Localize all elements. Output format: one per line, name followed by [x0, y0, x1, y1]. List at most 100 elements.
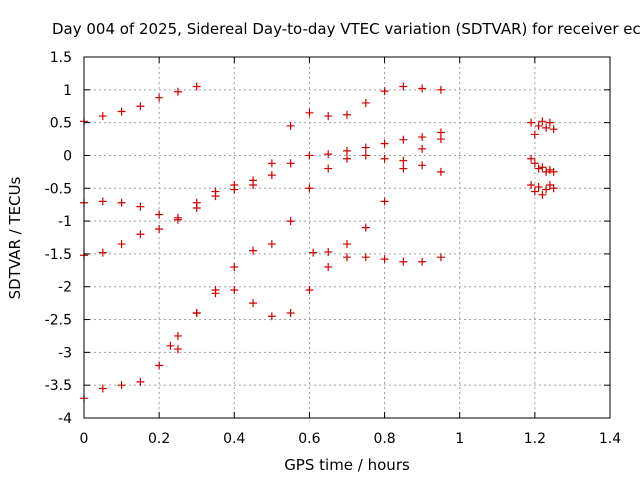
data-point-track-d — [380, 154, 389, 163]
data-point-track-d — [173, 331, 182, 340]
y-tick-label: 0.5 — [50, 116, 72, 132]
data-point-track-g — [538, 117, 547, 126]
y-tick-label: 0 — [63, 148, 72, 164]
data-point-track-e — [361, 253, 370, 262]
data-point-track-h — [545, 165, 554, 174]
data-point-track-f — [324, 247, 333, 256]
x-tick-label: 0 — [80, 431, 89, 447]
data-point-track-b — [267, 171, 276, 180]
data-point-track-c — [286, 121, 295, 130]
y-tick-label: -3 — [58, 345, 72, 361]
data-point-track-e — [249, 299, 258, 308]
data-point-track-b — [305, 151, 314, 160]
data-point-track-g — [530, 130, 539, 139]
x-tick-label: 1 — [455, 431, 464, 447]
data-point-track-b — [399, 135, 408, 144]
data-point-track-c — [418, 84, 427, 93]
data-point-track-i — [534, 182, 543, 191]
data-point-track-c — [361, 98, 370, 107]
data-point-track-b — [117, 198, 126, 207]
data-point-track-g — [534, 121, 543, 130]
data-point-track-c — [399, 82, 408, 91]
data-point-track-c — [155, 224, 164, 233]
data-point-track-d — [98, 384, 107, 393]
data-point-track-h — [542, 167, 551, 176]
data-point-track-g — [542, 123, 551, 132]
data-point-track-b — [361, 143, 370, 152]
data-point-track-g — [527, 118, 536, 127]
data-point-track-g — [549, 125, 558, 134]
y-tick-label: 1 — [63, 83, 72, 99]
data-point-track-c — [324, 112, 333, 121]
data-point-track-e — [230, 286, 239, 295]
y-tick-label: -2 — [58, 280, 72, 296]
data-point-track-f — [309, 248, 318, 257]
data-point-track-c — [249, 176, 258, 185]
data-point-track-e — [267, 312, 276, 321]
y-tick-label: -0.5 — [45, 181, 72, 197]
data-point-track-c — [230, 180, 239, 189]
x-tick-label: 0.6 — [298, 431, 320, 447]
data-point-track-i — [530, 187, 539, 196]
data-point-track-e — [324, 263, 333, 272]
data-point-track-c — [305, 108, 314, 117]
x-axis-label: GPS time / hours — [284, 456, 410, 474]
data-point-track-e — [436, 253, 445, 262]
data-point-track-d — [436, 167, 445, 176]
data-point-track-c — [98, 248, 107, 257]
data-point-track-b — [343, 146, 351, 155]
data-point-track-c — [117, 240, 126, 249]
grid-layer — [84, 57, 610, 418]
x-tick-label: 0.4 — [223, 431, 245, 447]
data-point-track-d — [286, 217, 295, 226]
data-point-track-e — [418, 257, 427, 266]
data-point-track-c — [380, 87, 389, 96]
data-point-track-e — [192, 308, 201, 317]
x-tick-label: 1.4 — [599, 431, 621, 447]
data-point-track-d — [418, 161, 427, 170]
data-point-track-b — [324, 150, 333, 159]
data-point-track-c — [136, 230, 145, 239]
data-point-track-f — [380, 197, 389, 206]
data-point-track-b — [98, 197, 107, 206]
data-point-track-f — [361, 223, 370, 232]
x-tick-label: 0.2 — [148, 431, 170, 447]
data-point-track-d — [230, 263, 239, 272]
plot-frame — [83, 56, 611, 419]
data-point-track-a — [98, 112, 107, 121]
data-point-track-i — [538, 190, 547, 199]
data-point-track-a — [192, 82, 201, 91]
chart-title: Day 004 of 2025, Sidereal Day-to-day VTE… — [52, 20, 640, 38]
tick-layer: 0 0.2 0.4 0.6 0.8 1 1.2 1.4 1.5 1 0.5 0 -0.5 -1 -1.5 -2… — [45, 50, 622, 447]
y-tick-label: -2.5 — [45, 313, 72, 329]
data-point-track-d — [249, 246, 258, 255]
data-point-track-e — [399, 257, 408, 266]
data-point-track-c — [173, 213, 182, 222]
data-point-track-e — [211, 289, 220, 298]
data-point-track-d — [155, 361, 164, 370]
data-point-track-a — [136, 102, 145, 111]
data-point-track-e — [173, 345, 182, 354]
data-point-track-b — [136, 202, 145, 211]
data-point-track-e — [305, 286, 314, 295]
data-point-track-e — [380, 255, 389, 264]
data-point-track-d — [324, 164, 333, 173]
x-tick-label: 0.8 — [373, 431, 395, 447]
data-point-track-b — [380, 139, 389, 148]
data-point-track-a — [173, 87, 182, 96]
data-point-track-f — [399, 164, 408, 173]
data-point-track-d — [267, 240, 276, 249]
data-point-track-d — [136, 377, 145, 386]
data-point-track-i — [527, 180, 536, 189]
data-point-track-h — [527, 154, 536, 163]
data-point-track-h — [549, 167, 558, 176]
y-axis-label: SDTVAR / TECUs — [6, 176, 24, 299]
data-point-track-a — [155, 93, 164, 102]
data-point-track-i — [542, 185, 551, 194]
data-point-track-f — [436, 135, 445, 144]
y-tick-label: -1 — [58, 214, 72, 230]
data-point-track-g — [545, 118, 554, 127]
data-point-track-d — [343, 154, 351, 163]
data-point-track-a — [117, 107, 126, 116]
